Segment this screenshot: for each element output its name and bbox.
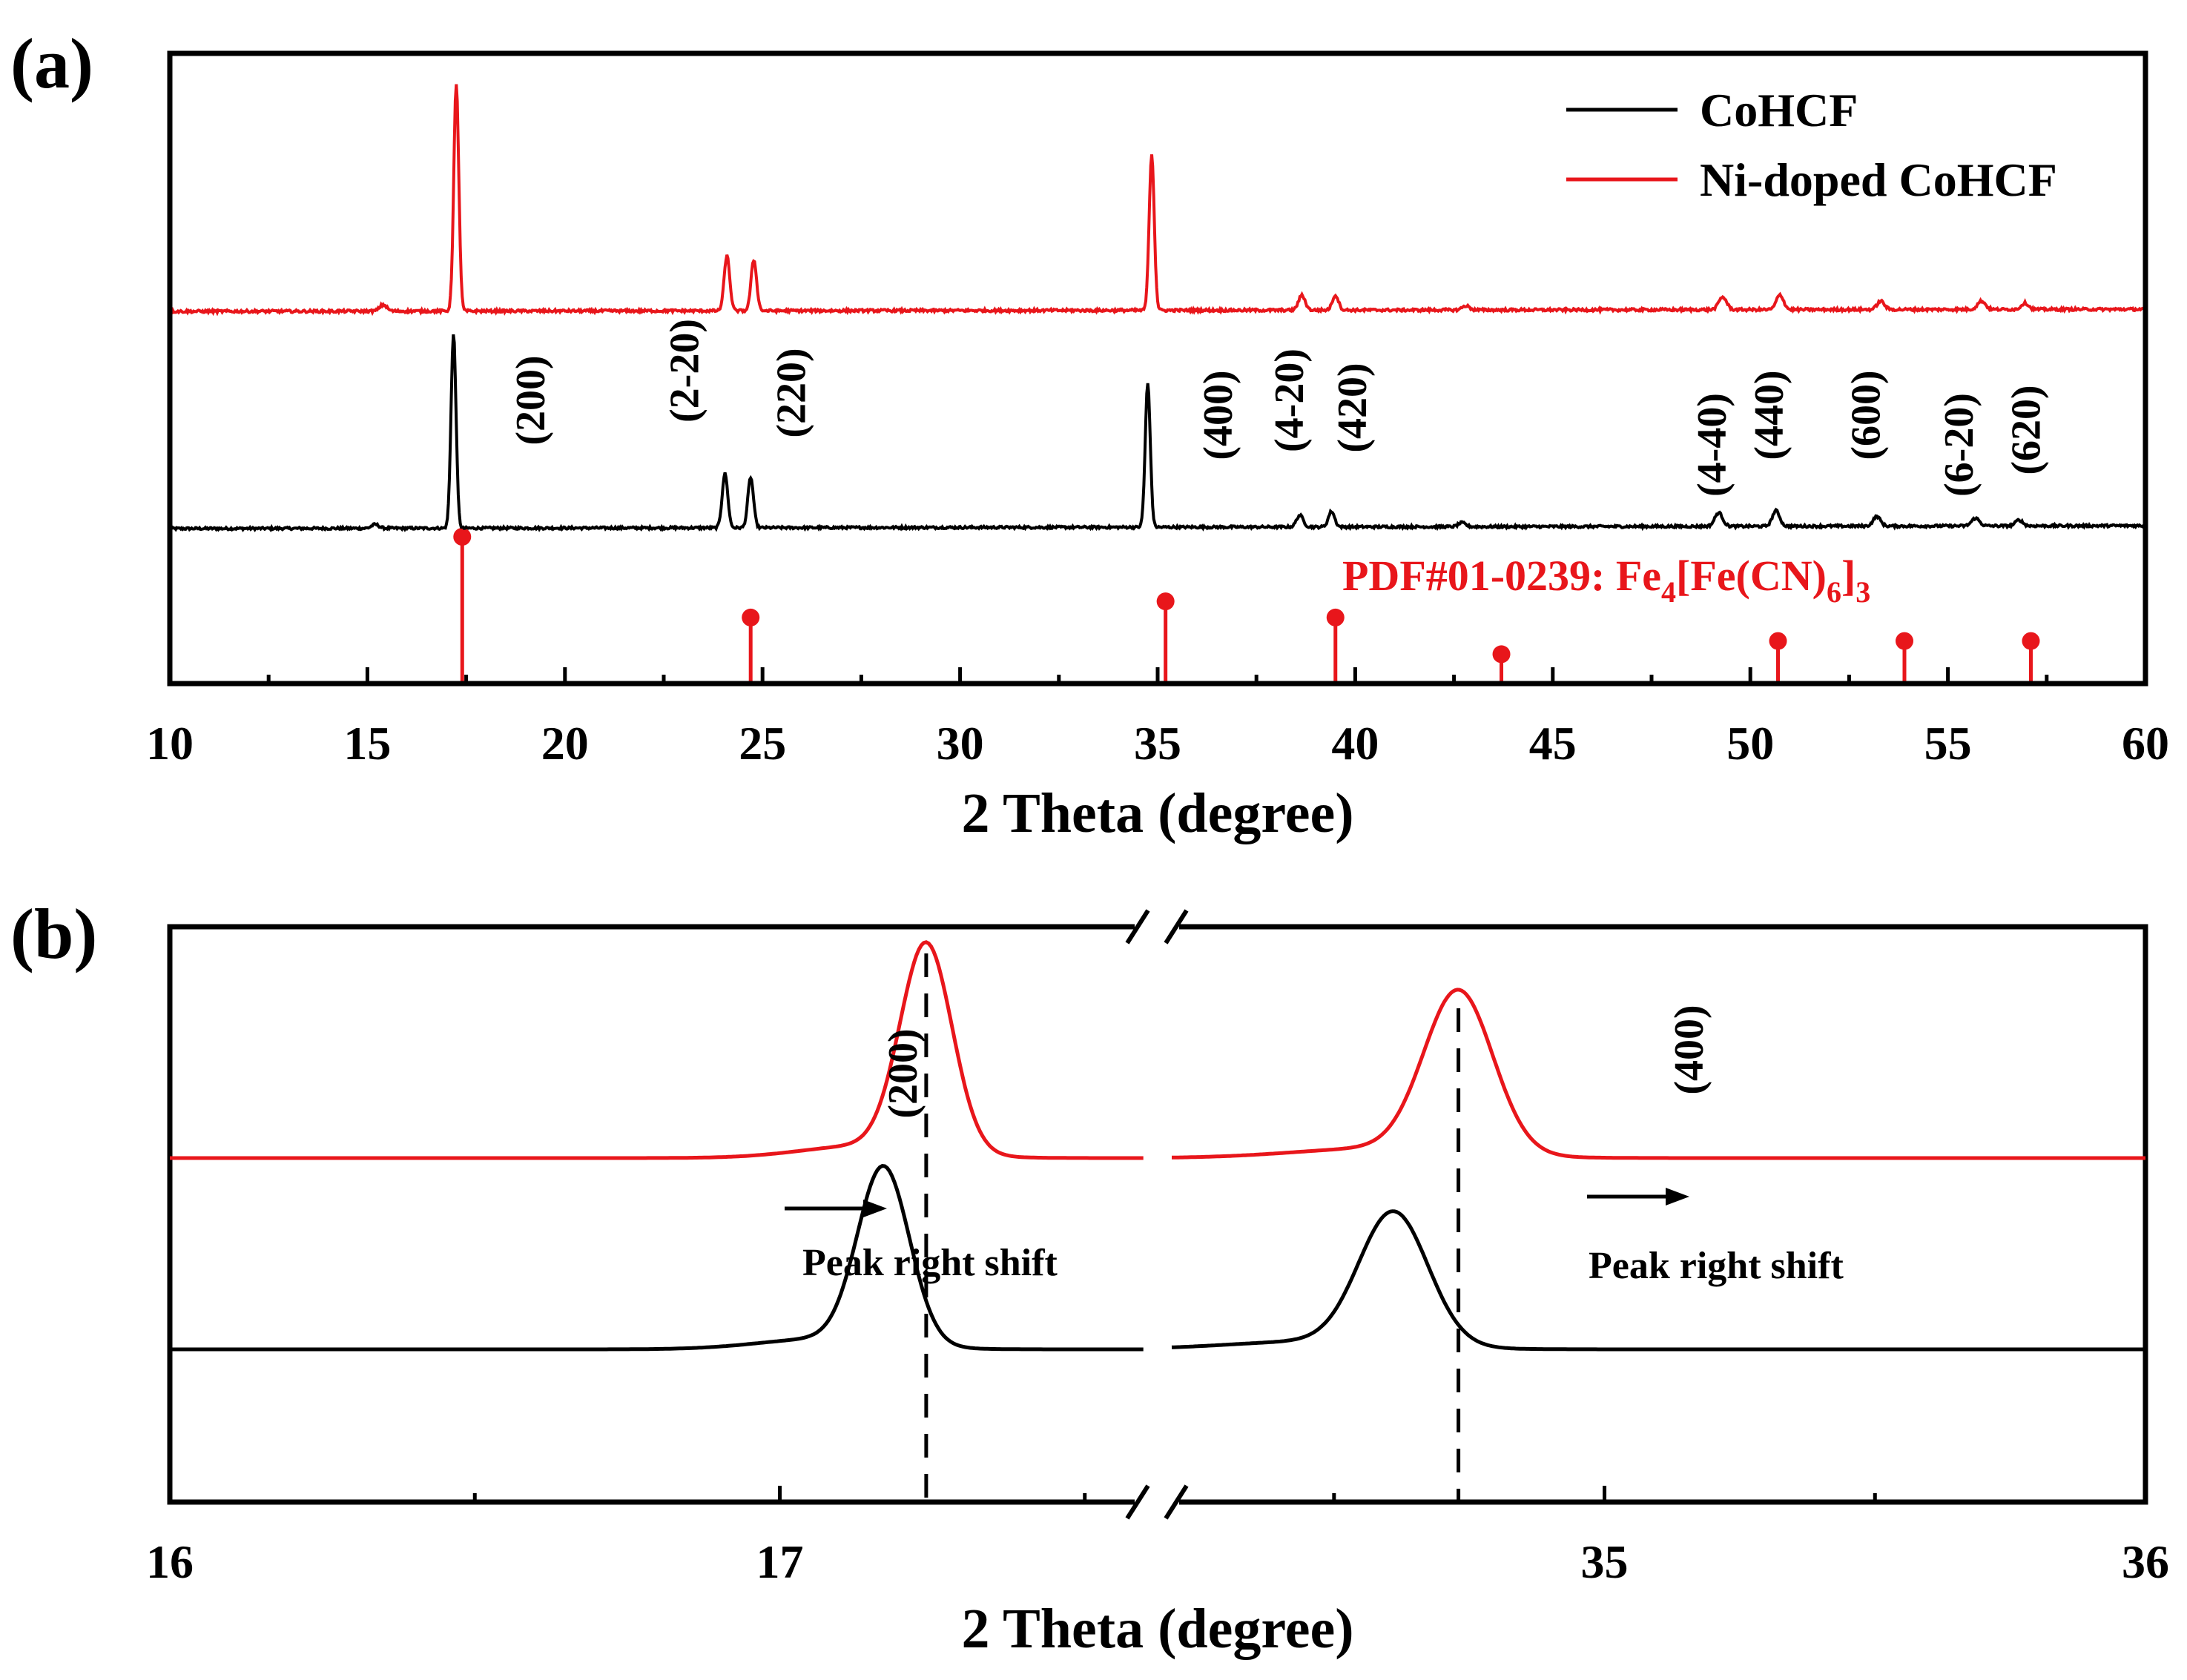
reference-stick-marker: [1326, 608, 1345, 626]
x-tick-label: 40: [1331, 717, 1379, 770]
arrow-right-icon: [1587, 1188, 1689, 1206]
ref-sub-6: 6: [1827, 575, 1841, 609]
reference-dashed-lines: [924, 953, 1461, 1502]
plot-frame-b: [167, 924, 2148, 1505]
ref-prefix: PDF#01-0239:: [1342, 552, 1616, 600]
series-line-ni-doped-segment-2: [1172, 988, 2145, 1160]
hkl-label-200-b: (200): [880, 1028, 926, 1118]
reference-stick-marker: [742, 608, 760, 626]
axis-break-bottom-marks: [1125, 1484, 1189, 1520]
peak-shift-annotation-2: Peak right shift: [1589, 1245, 1844, 1287]
series-line-ni-doped-cohcf: [169, 84, 2147, 317]
axis-break-top-marks: [1125, 909, 1189, 945]
series-line-cohcf-segment-1: [170, 1164, 1144, 1352]
reference-phase-label: PDF#01-0239: Fe4[Fe(CN)6]3: [1342, 552, 1870, 609]
x-tick-label: 55: [1924, 717, 1972, 770]
hkl-label: (400): [1195, 370, 1241, 460]
hkl-label: (600): [1844, 370, 1890, 460]
ref-fe: Fe: [1616, 552, 1661, 600]
legend: CoHCF Ni-doped CoHCF: [1566, 84, 2057, 206]
x-tick-label: 15: [343, 717, 391, 770]
hkl-label: (420): [1330, 363, 1376, 452]
ref-sub-3: 3: [1856, 575, 1870, 609]
series-line-ni-doped-segment-1: [170, 940, 1144, 1160]
x-tick-label: 60: [2122, 717, 2169, 770]
series-line-cohcf-segment-2: [1171, 1209, 2145, 1352]
x-axis-ticks-b: 16 17 35 36: [146, 1486, 2169, 1588]
x-axis-title-b: 2 Theta (degree): [961, 1598, 1353, 1660]
x-tick-label: 35: [1581, 1535, 1629, 1588]
x-tick-label: 50: [1726, 717, 1774, 770]
hkl-label: (620): [2003, 385, 2049, 474]
legend-label-ni-doped-cohcf: Ni-doped CoHCF: [1700, 153, 2057, 206]
hkl-label: (200): [508, 355, 554, 445]
hkl-label: (2-20): [662, 319, 708, 423]
hkl-label: (440): [1746, 370, 1792, 460]
reference-stick-marker: [1895, 632, 1913, 650]
reference-stick-marker: [453, 528, 472, 546]
x-tick-label: 16: [146, 1535, 194, 1588]
x-tick-label: 17: [756, 1535, 804, 1588]
arrow-right-icon: [785, 1200, 887, 1217]
hkl-label: (6-20): [1936, 393, 1982, 497]
hkl-label: (4-40): [1689, 393, 1735, 497]
ref-sub-4: 4: [1661, 575, 1676, 609]
ref-bracket: ]: [1841, 552, 1856, 600]
hkl-label-400-b: (400): [1666, 1005, 1712, 1094]
x-tick-label: 25: [739, 717, 786, 770]
x-tick-label: 10: [146, 717, 194, 770]
x-tick-label: 36: [2122, 1535, 2169, 1588]
reference-stick-marker: [1492, 645, 1511, 664]
x-tick-label: 45: [1529, 717, 1577, 770]
panel-b: (b) (200) (400) Peak right shift: [10, 894, 2169, 1660]
panel-a-label: (a): [10, 24, 93, 103]
reference-stick-marker: [1769, 632, 1787, 650]
panel-a: (a) (200) (2-20) (220) (400) (4-20) (420) (4-4…: [10, 24, 2169, 844]
reference-stick-marker: [2022, 632, 2040, 650]
legend-label-cohcf: CoHCF: [1700, 84, 1858, 136]
x-tick-label: 35: [1134, 717, 1181, 770]
x-axis-ticks-a: 10 15 20 25 30 35 40 45 50 55 60: [146, 667, 2169, 770]
peak-shift-annotation-1: Peak right shift: [802, 1242, 1058, 1284]
hkl-label: (4-20): [1267, 348, 1313, 452]
x-tick-label: 20: [541, 717, 589, 770]
series-line-cohcf: [168, 334, 2147, 532]
hkl-labels: (200) (2-20) (220) (400) (4-20) (420) (4-40) (4…: [508, 319, 2050, 497]
reference-stick-marker: [1156, 592, 1175, 611]
hkl-label: (220): [768, 348, 814, 437]
panel-b-label: (b): [10, 894, 97, 973]
reference-sticks: [453, 528, 2040, 684]
x-axis-title-a: 2 Theta (degree): [961, 782, 1353, 844]
ref-fecn: [Fe(CN): [1676, 552, 1827, 600]
x-tick-label: 30: [937, 717, 984, 770]
